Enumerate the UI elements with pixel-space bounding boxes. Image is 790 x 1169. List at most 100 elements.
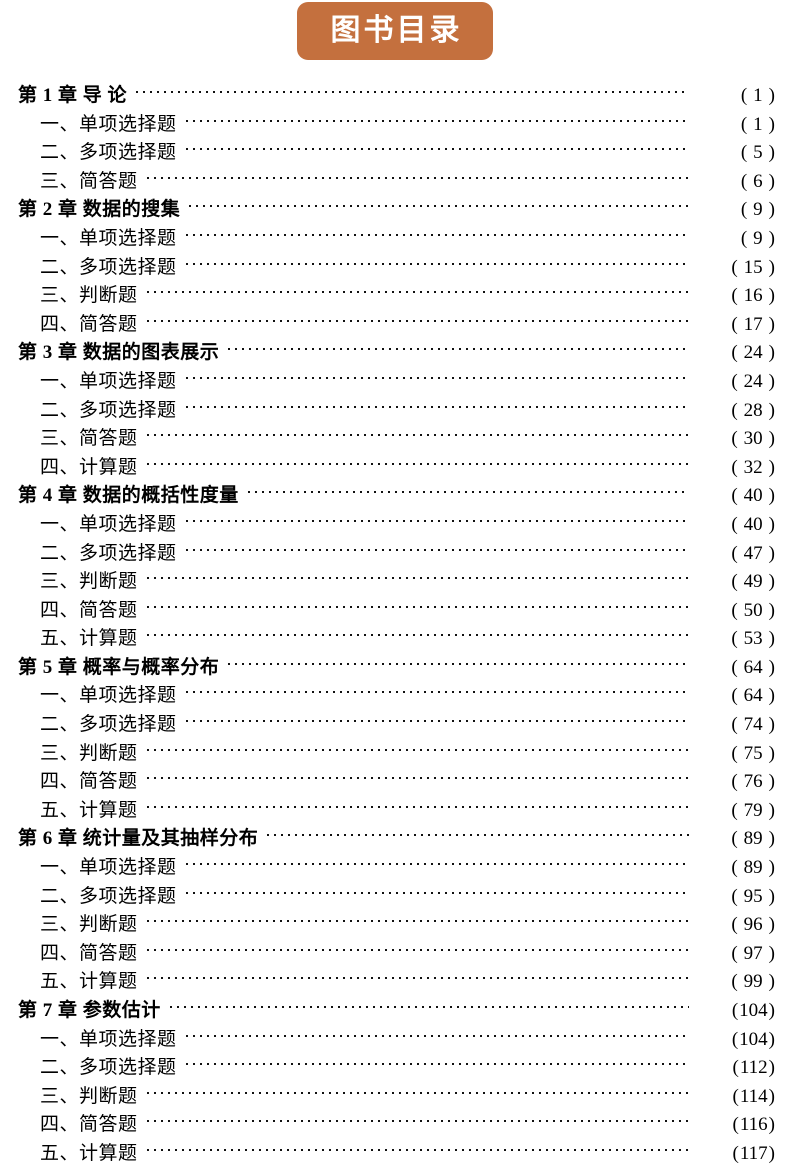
toc-section-row[interactable]: 三、简答题 (6): [0, 168, 790, 197]
dot-leader: [146, 1083, 689, 1102]
toc-section-row[interactable]: 五、计算题 (99): [0, 968, 790, 997]
toc-section-row[interactable]: 一、单项选择题 (89): [0, 854, 790, 883]
toc-chapter-row[interactable]: 第 1 章 导 论 (1): [0, 82, 790, 111]
toc-page-number: (99): [731, 971, 775, 993]
toc-section-row[interactable]: 一、单项选择题 (40): [0, 511, 790, 540]
page-number-value: 9: [753, 199, 763, 221]
page-number-value: 16: [743, 285, 763, 307]
toc-entry-label: 三、判断题: [40, 1085, 138, 1107]
toc-page-number: (32): [731, 456, 775, 478]
toc-section-row[interactable]: 一、单项选择题 (64): [0, 682, 790, 711]
dot-leader: [169, 997, 689, 1016]
dot-leader: [189, 196, 689, 215]
page-number-value: 15: [743, 256, 763, 278]
toc-chapter-row[interactable]: 第 7 章 参数估计 (104): [0, 997, 790, 1026]
dot-leader: [146, 568, 689, 587]
toc-entry-label: 四、简答题: [40, 313, 138, 335]
dot-leader: [146, 968, 689, 987]
toc-section-row[interactable]: 三、判断题 (75): [0, 740, 790, 769]
toc-section-row[interactable]: 三、判断题 (114): [0, 1083, 790, 1112]
toc-entry-label: 第 7 章 参数估计: [18, 1000, 161, 1021]
toc-entry-label: 三、简答题: [40, 170, 138, 192]
page-number-value: 24: [743, 342, 763, 364]
dot-leader: [185, 854, 689, 873]
toc-entry-label: 五、计算题: [40, 799, 138, 821]
toc-section-row[interactable]: 二、多项选择题 (95): [0, 883, 790, 912]
toc-page-number: (95): [731, 885, 775, 907]
toc-section-row[interactable]: 三、判断题 (96): [0, 911, 790, 940]
toc-entry-label: 二、多项选择题: [40, 399, 177, 421]
toc-entry-label: 一、单项选择题: [40, 685, 177, 707]
toc-page-number: (9): [740, 199, 775, 221]
dot-leader: [146, 1111, 689, 1130]
toc-entry-label: 四、简答题: [40, 1114, 138, 1136]
toc-section-row[interactable]: 二、多项选择题 (74): [0, 711, 790, 740]
toc-section-row[interactable]: 二、多项选择题 (5): [0, 139, 790, 168]
dot-leader: [228, 339, 689, 358]
toc-section-row[interactable]: 四、简答题 (50): [0, 597, 790, 626]
page-number-value: 89: [743, 857, 763, 879]
dot-leader: [247, 482, 689, 501]
toc-page-number: (9): [740, 227, 775, 249]
toc-section-row[interactable]: 一、单项选择题 (24): [0, 368, 790, 397]
dot-leader: [185, 397, 689, 416]
toc-page-number: (114): [732, 1085, 775, 1107]
toc-page-number: (112): [732, 1057, 775, 1079]
dot-leader: [146, 454, 689, 473]
toc-entry-label: 一、单项选择题: [40, 857, 177, 879]
toc-entry-label: 四、简答题: [40, 771, 138, 793]
toc-section-row[interactable]: 四、计算题 (32): [0, 454, 790, 483]
dot-leader: [267, 825, 689, 844]
toc-chapter-row[interactable]: 第 2 章 数据的搜集 (9): [0, 196, 790, 225]
toc-section-row[interactable]: 二、多项选择题 (47): [0, 540, 790, 569]
toc-entry-label: 五、计算题: [40, 1142, 138, 1164]
toc-page-number: (24): [731, 370, 775, 392]
toc-entry-label: 一、单项选择题: [40, 1028, 177, 1050]
dot-leader: [185, 682, 689, 701]
dot-leader: [146, 1140, 689, 1159]
dot-leader: [185, 711, 689, 730]
toc-entry-label: 一、单项选择题: [40, 513, 177, 535]
toc-section-row[interactable]: 一、单项选择题 (1): [0, 111, 790, 140]
toc-entry-label: 二、多项选择题: [40, 256, 177, 278]
toc-section-row[interactable]: 四、简答题 (116): [0, 1111, 790, 1140]
toc-entry-label: 第 6 章 统计量及其抽样分布: [18, 828, 259, 850]
toc-chapter-row[interactable]: 第 5 章 概率与概率分布 (64): [0, 654, 790, 683]
toc-section-row[interactable]: 二、多项选择题 (112): [0, 1054, 790, 1083]
toc-chapter-row[interactable]: 第 3 章 数据的图表展示 (24): [0, 339, 790, 368]
toc-page-number: (89): [731, 857, 775, 879]
dot-leader: [146, 311, 689, 330]
toc-section-row[interactable]: 一、单项选择题 (9): [0, 225, 790, 254]
toc-page-number: (50): [731, 599, 775, 621]
toc-section-row[interactable]: 三、判断题 (49): [0, 568, 790, 597]
page-number-value: 89: [743, 828, 763, 850]
toc-section-row[interactable]: 五、计算题 (79): [0, 797, 790, 826]
toc-section-row[interactable]: 一、单项选择题 (104): [0, 1026, 790, 1055]
page-number-value: 104: [739, 1000, 768, 1021]
toc-section-row[interactable]: 三、判断题 (16): [0, 282, 790, 311]
page-number-value: 74: [743, 714, 763, 736]
toc-entry-label: 三、简答题: [40, 428, 138, 450]
toc-section-row[interactable]: 三、简答题 (30): [0, 425, 790, 454]
toc-section-row[interactable]: 二、多项选择题 (28): [0, 397, 790, 426]
toc-page-number: (1): [740, 113, 775, 135]
toc-chapter-row[interactable]: 第 6 章 统计量及其抽样分布 (89): [0, 825, 790, 854]
dot-leader: [146, 597, 689, 616]
toc-entry-label: 三、判断题: [40, 742, 138, 764]
toc-section-row[interactable]: 四、简答题 (76): [0, 768, 790, 797]
toc-section-row[interactable]: 五、计算题 (117): [0, 1140, 790, 1169]
toc-page-number: (79): [731, 799, 775, 821]
toc-section-row[interactable]: 四、简答题 (17): [0, 311, 790, 340]
toc-section-row[interactable]: 四、简答题 (97): [0, 940, 790, 969]
toc-chapter-row[interactable]: 第 4 章 数据的概括性度量 (40): [0, 482, 790, 511]
table-of-contents-list: 第 1 章 导 论 (1) 一、单项选择题 (1) 二、多项选择题 (5) 三、简答题 (6)…: [0, 82, 790, 1169]
toc-section-row[interactable]: 二、多项选择题 (15): [0, 254, 790, 283]
toc-section-row[interactable]: 五、计算题 (53): [0, 625, 790, 654]
dot-leader: [146, 797, 689, 816]
dot-leader: [185, 511, 689, 530]
toc-page-number: (6): [740, 170, 775, 192]
dot-leader: [146, 768, 689, 787]
toc-page-number: (28): [731, 399, 775, 421]
page-number-value: 97: [743, 942, 763, 964]
page-number-value: 104: [739, 1028, 768, 1050]
